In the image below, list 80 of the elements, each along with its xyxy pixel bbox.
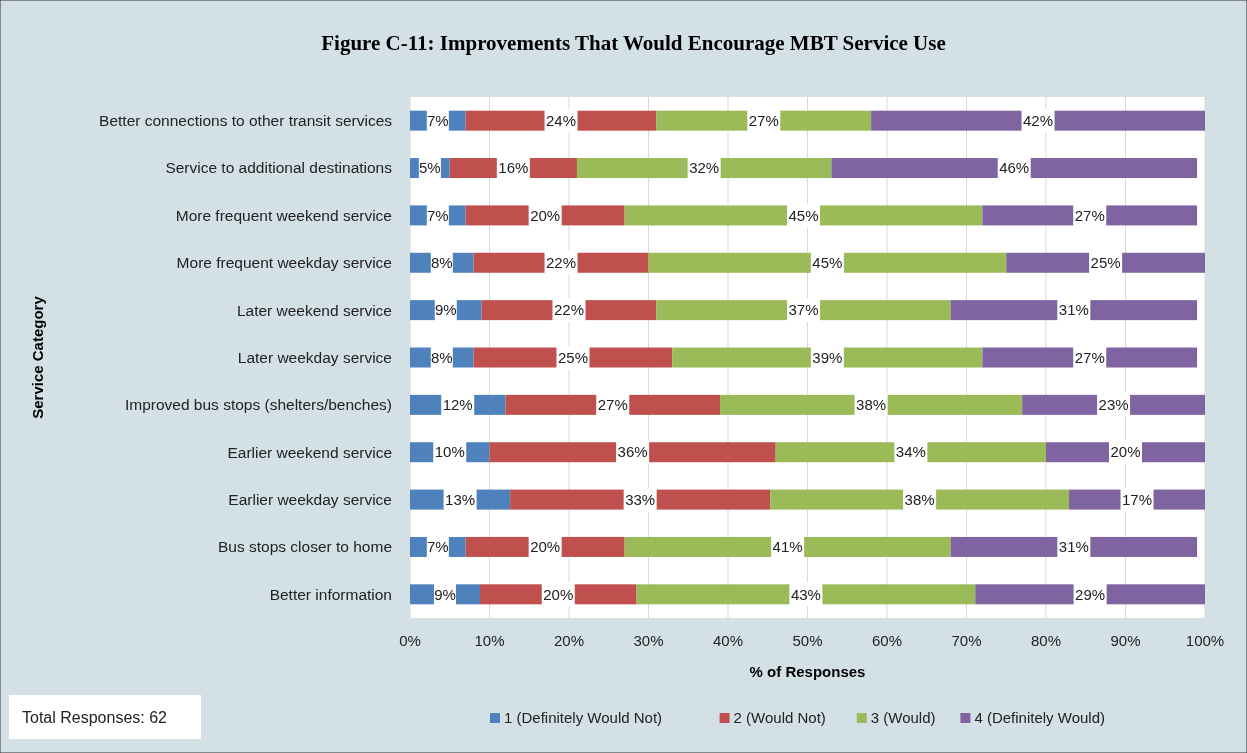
x-tick-label: 0% [399,632,421,649]
y-tick-label: Better information [269,585,392,603]
data-label: 41% [772,538,803,556]
data-label: 20% [543,585,574,603]
data-label: 27% [1074,348,1105,366]
data-label: 37% [788,301,819,319]
legend-label: 1 (Definitely Would Not) [504,709,663,727]
data-label: 8% [430,348,453,366]
bar [831,158,1198,179]
data-label: 7% [426,111,449,129]
data-label: 34% [895,443,926,461]
data-label: 31% [1058,538,1089,556]
data-label: 7% [426,538,449,556]
y-axis-title: Service Category [29,295,46,419]
x-axis-title: % of Responses [749,663,866,680]
data-label: 38% [856,396,887,414]
data-label: 46% [999,159,1030,177]
x-tick-label: 40% [712,632,744,649]
y-tick-label: Service to additional destinations [165,159,393,177]
data-label: 27% [1074,206,1105,224]
data-label: 27% [748,111,779,129]
x-tick-label: 50% [792,632,823,649]
data-label: 45% [788,206,819,224]
bar [871,110,1205,131]
data-label: 42% [1023,111,1054,129]
y-tick-label: More frequent weekday service [176,254,392,272]
y-tick-label: Better connections to other transit services [99,112,393,130]
bar [648,252,1007,273]
x-tick-label: 70% [951,632,982,649]
data-label: 32% [689,159,720,177]
data-label: 20% [530,538,561,556]
bar [624,205,983,226]
data-label: 22% [546,254,577,272]
data-label: 22% [553,301,585,319]
y-tick-label: Earlier weekend service [227,443,392,461]
data-label: 9% [434,585,456,603]
data-label: 25% [1090,254,1121,272]
data-label: 31% [1058,301,1089,319]
data-label: 17% [1122,490,1153,508]
data-label: 38% [904,490,935,508]
data-label: 20% [1110,443,1141,461]
x-tick-label: 20% [553,632,585,649]
data-label: 45% [812,254,843,272]
x-tick-label: 90% [1110,632,1141,649]
data-label: 13% [445,490,476,508]
data-label: 43% [790,585,821,603]
x-tick-label: 60% [871,632,903,649]
x-tick-label: 100% [1185,632,1225,649]
data-label: 12% [442,396,473,414]
data-label: 5% [419,159,441,177]
data-label: 33% [625,490,656,508]
data-label: 7% [426,206,449,224]
y-tick-label: Later weekend service [236,301,392,319]
data-label: 16% [498,159,529,177]
data-label: 36% [617,443,648,461]
y-tick-label: Improved bus stops (shelters/benches) [124,396,392,414]
data-label: 23% [1098,396,1129,414]
y-tick-label: Earlier weekday service [228,491,392,509]
x-tick-label: 10% [474,632,505,649]
legend-label: 4 (Definitely Would) [974,709,1106,727]
legend-label: 2 (Would Not) [733,709,826,727]
chart-title: Figure C-11: Improvements That Would Encourage MBT Service Use [321,31,946,55]
text: Total Responses: 62 [22,708,168,726]
data-label: 39% [812,348,843,366]
data-label: 8% [430,254,453,272]
data-label: 25% [557,348,588,366]
legend-label: 3 (Would) [870,709,936,727]
bar [636,584,976,605]
data-label: 27% [597,396,628,414]
x-tick-label: 80% [1030,632,1062,649]
x-tick-label: 30% [633,632,664,649]
data-label: 9% [434,301,457,319]
data-label: 24% [546,111,577,129]
data-label: 29% [1075,585,1106,603]
y-tick-label: More frequent weekend service [175,206,392,224]
y-tick-label: Bus stops closer to home [217,538,392,556]
bar [624,536,951,557]
data-label: 10% [434,443,465,461]
data-label: 20% [530,206,561,224]
y-tick-label: Later weekday service [237,348,392,366]
